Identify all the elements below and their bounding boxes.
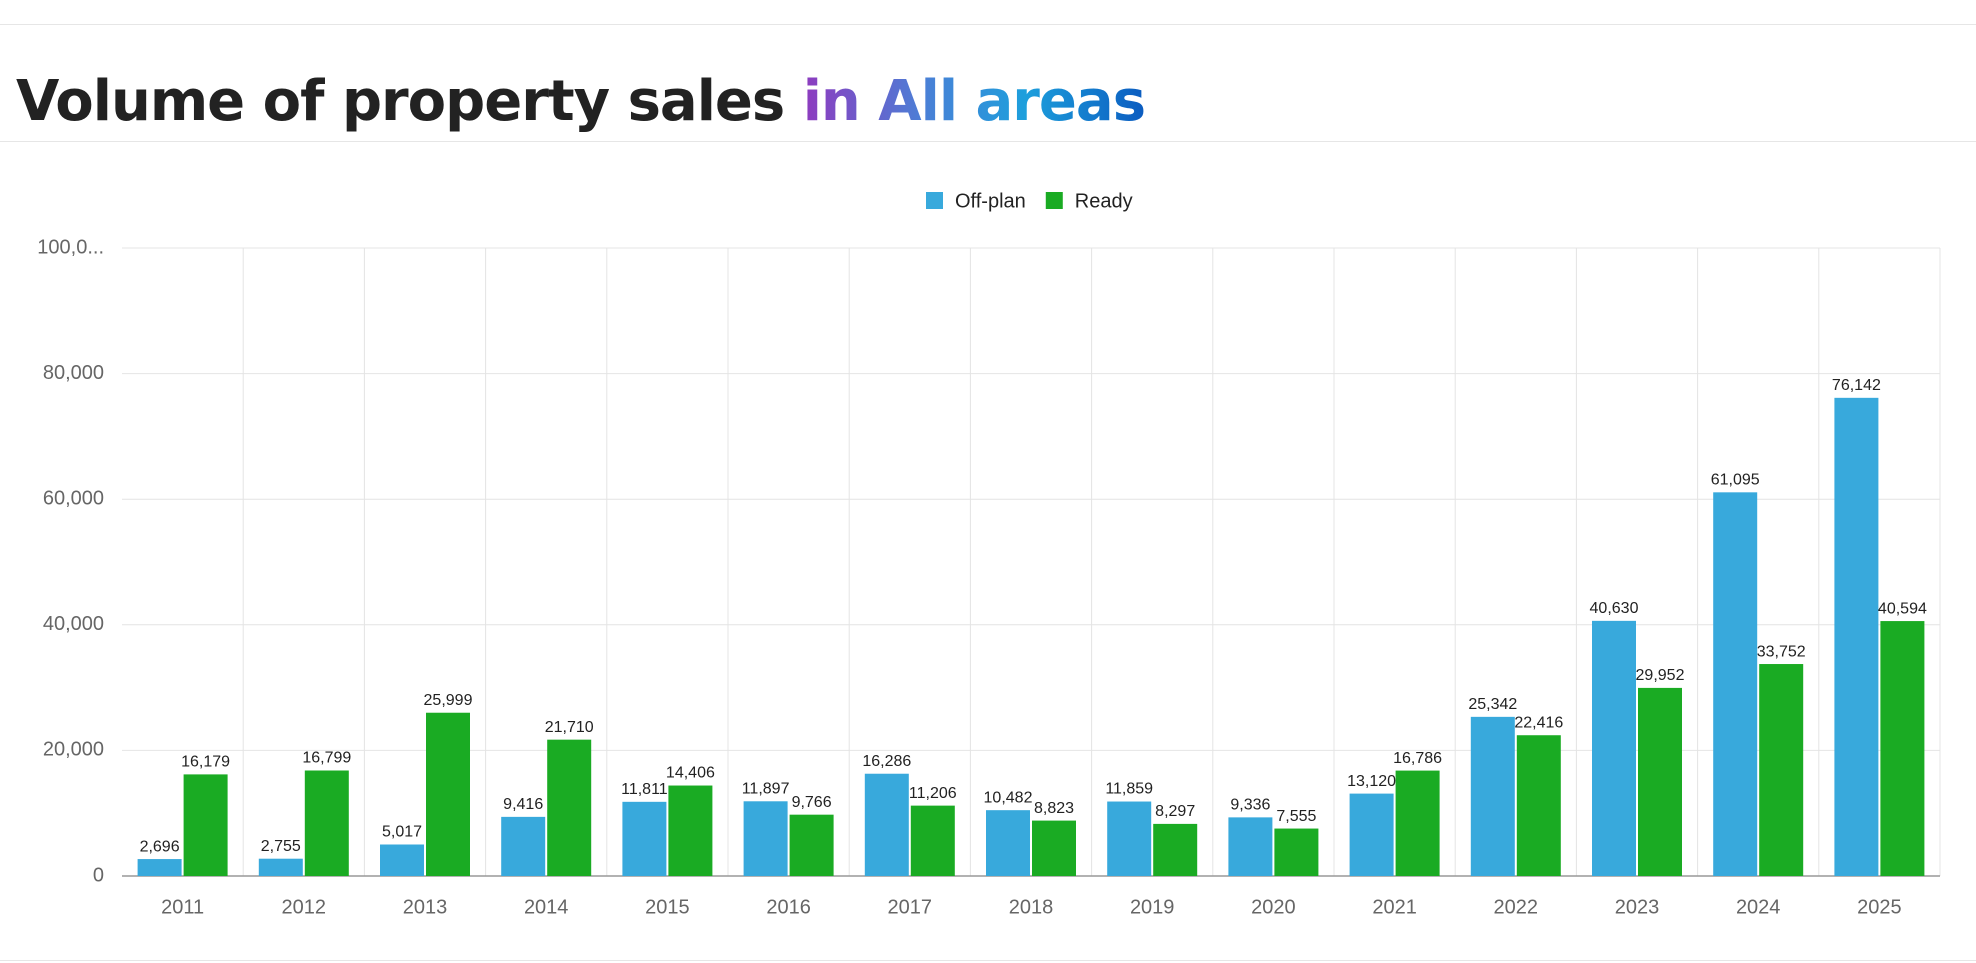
bar xyxy=(1834,397,1879,876)
legend-swatch xyxy=(926,192,943,209)
value-label: 25,342 xyxy=(1468,696,1517,713)
y-tick-label: 20,000 xyxy=(43,739,104,761)
value-label: 22,416 xyxy=(1514,714,1563,731)
bar xyxy=(1880,621,1925,876)
bar xyxy=(1592,620,1636,876)
value-label: 16,286 xyxy=(862,753,911,770)
bar xyxy=(1713,492,1758,876)
value-label: 9,416 xyxy=(503,796,543,813)
bar xyxy=(1470,716,1515,876)
value-label: 11,897 xyxy=(742,781,790,798)
y-tick-label: 60,000 xyxy=(43,487,104,509)
bar xyxy=(380,844,424,876)
y-tick-label: 80,000 xyxy=(43,362,104,384)
x-tick-label: 2014 xyxy=(524,896,569,918)
value-label: 10,482 xyxy=(984,789,1033,806)
bar xyxy=(622,801,667,876)
bar xyxy=(304,770,349,876)
bar xyxy=(1638,687,1682,876)
x-tick-label: 2022 xyxy=(1494,896,1539,918)
value-label: 9,336 xyxy=(1230,797,1270,814)
bar xyxy=(789,814,834,876)
bar xyxy=(183,774,228,876)
y-tick-label: 40,000 xyxy=(43,613,104,635)
legend-label: Ready xyxy=(1075,190,1133,212)
value-label: 29,952 xyxy=(1636,667,1685,684)
value-label: 11,859 xyxy=(1105,781,1153,798)
x-tick-label: 2023 xyxy=(1615,896,1660,918)
title-text: Volume of property sales xyxy=(16,69,785,134)
value-label: 11,811 xyxy=(621,781,668,798)
value-label: 9,766 xyxy=(792,794,832,811)
value-label: 2,755 xyxy=(261,838,301,855)
bar xyxy=(258,858,303,876)
bar xyxy=(1153,823,1198,876)
x-tick-label: 2012 xyxy=(282,896,327,918)
y-tick-label: 0 xyxy=(93,864,104,886)
bar xyxy=(1228,817,1273,876)
value-label: 5,017 xyxy=(382,824,422,841)
value-label: 25,999 xyxy=(424,692,473,709)
x-tick-label: 2016 xyxy=(766,896,811,918)
bar xyxy=(1349,793,1394,876)
bar xyxy=(986,810,1030,876)
value-label: 61,095 xyxy=(1711,472,1760,489)
y-tick-label: 100,0... xyxy=(37,236,104,258)
bar xyxy=(137,859,182,876)
title-highlight: in All areas xyxy=(802,69,1146,134)
value-label: 21,710 xyxy=(545,719,594,736)
legend-swatch xyxy=(1045,192,1063,209)
x-tick-label: 2018 xyxy=(1009,896,1054,918)
value-label: 8,297 xyxy=(1155,803,1195,820)
chart-title: Volume of property sales in All areas xyxy=(16,69,1146,134)
divider xyxy=(0,24,1976,25)
value-label: 40,630 xyxy=(1590,600,1639,617)
x-tick-label: 2017 xyxy=(888,896,933,918)
value-label: 7,555 xyxy=(1276,808,1316,825)
value-label: 16,799 xyxy=(302,750,351,767)
legend-label: Off-plan xyxy=(955,190,1026,212)
bar xyxy=(864,773,909,876)
bar xyxy=(743,801,788,876)
x-tick-label: 2019 xyxy=(1130,896,1175,918)
bar xyxy=(1274,828,1319,876)
x-tick-label: 2013 xyxy=(403,896,448,918)
bar xyxy=(1516,735,1561,876)
value-label: 40,594 xyxy=(1878,600,1927,617)
bar xyxy=(426,712,470,876)
value-label: 8,823 xyxy=(1034,800,1074,817)
value-label: 2,696 xyxy=(140,838,180,855)
x-tick-label: 2011 xyxy=(161,896,204,918)
bar xyxy=(547,739,592,876)
x-tick-label: 2021 xyxy=(1372,896,1417,918)
header: Volume of property sales in All areas xyxy=(0,25,1976,142)
bar xyxy=(501,816,546,876)
value-label: 11,206 xyxy=(909,785,957,802)
bar xyxy=(668,785,713,876)
bar xyxy=(1032,820,1076,876)
x-tick-label: 2025 xyxy=(1857,896,1902,918)
value-label: 33,752 xyxy=(1757,643,1806,660)
x-tick-label: 2024 xyxy=(1736,896,1781,918)
bar xyxy=(910,805,955,876)
divider xyxy=(0,960,1976,961)
x-tick-label: 2020 xyxy=(1251,896,1296,918)
value-label: 13,120 xyxy=(1347,773,1396,790)
value-label: 16,179 xyxy=(181,754,230,771)
value-label: 76,142 xyxy=(1832,377,1881,394)
value-label: 16,786 xyxy=(1393,750,1442,767)
bar xyxy=(1759,664,1804,876)
x-tick-label: 2015 xyxy=(645,896,690,918)
bar xyxy=(1395,770,1440,876)
bar xyxy=(1107,801,1152,876)
value-label: 14,406 xyxy=(666,765,715,782)
